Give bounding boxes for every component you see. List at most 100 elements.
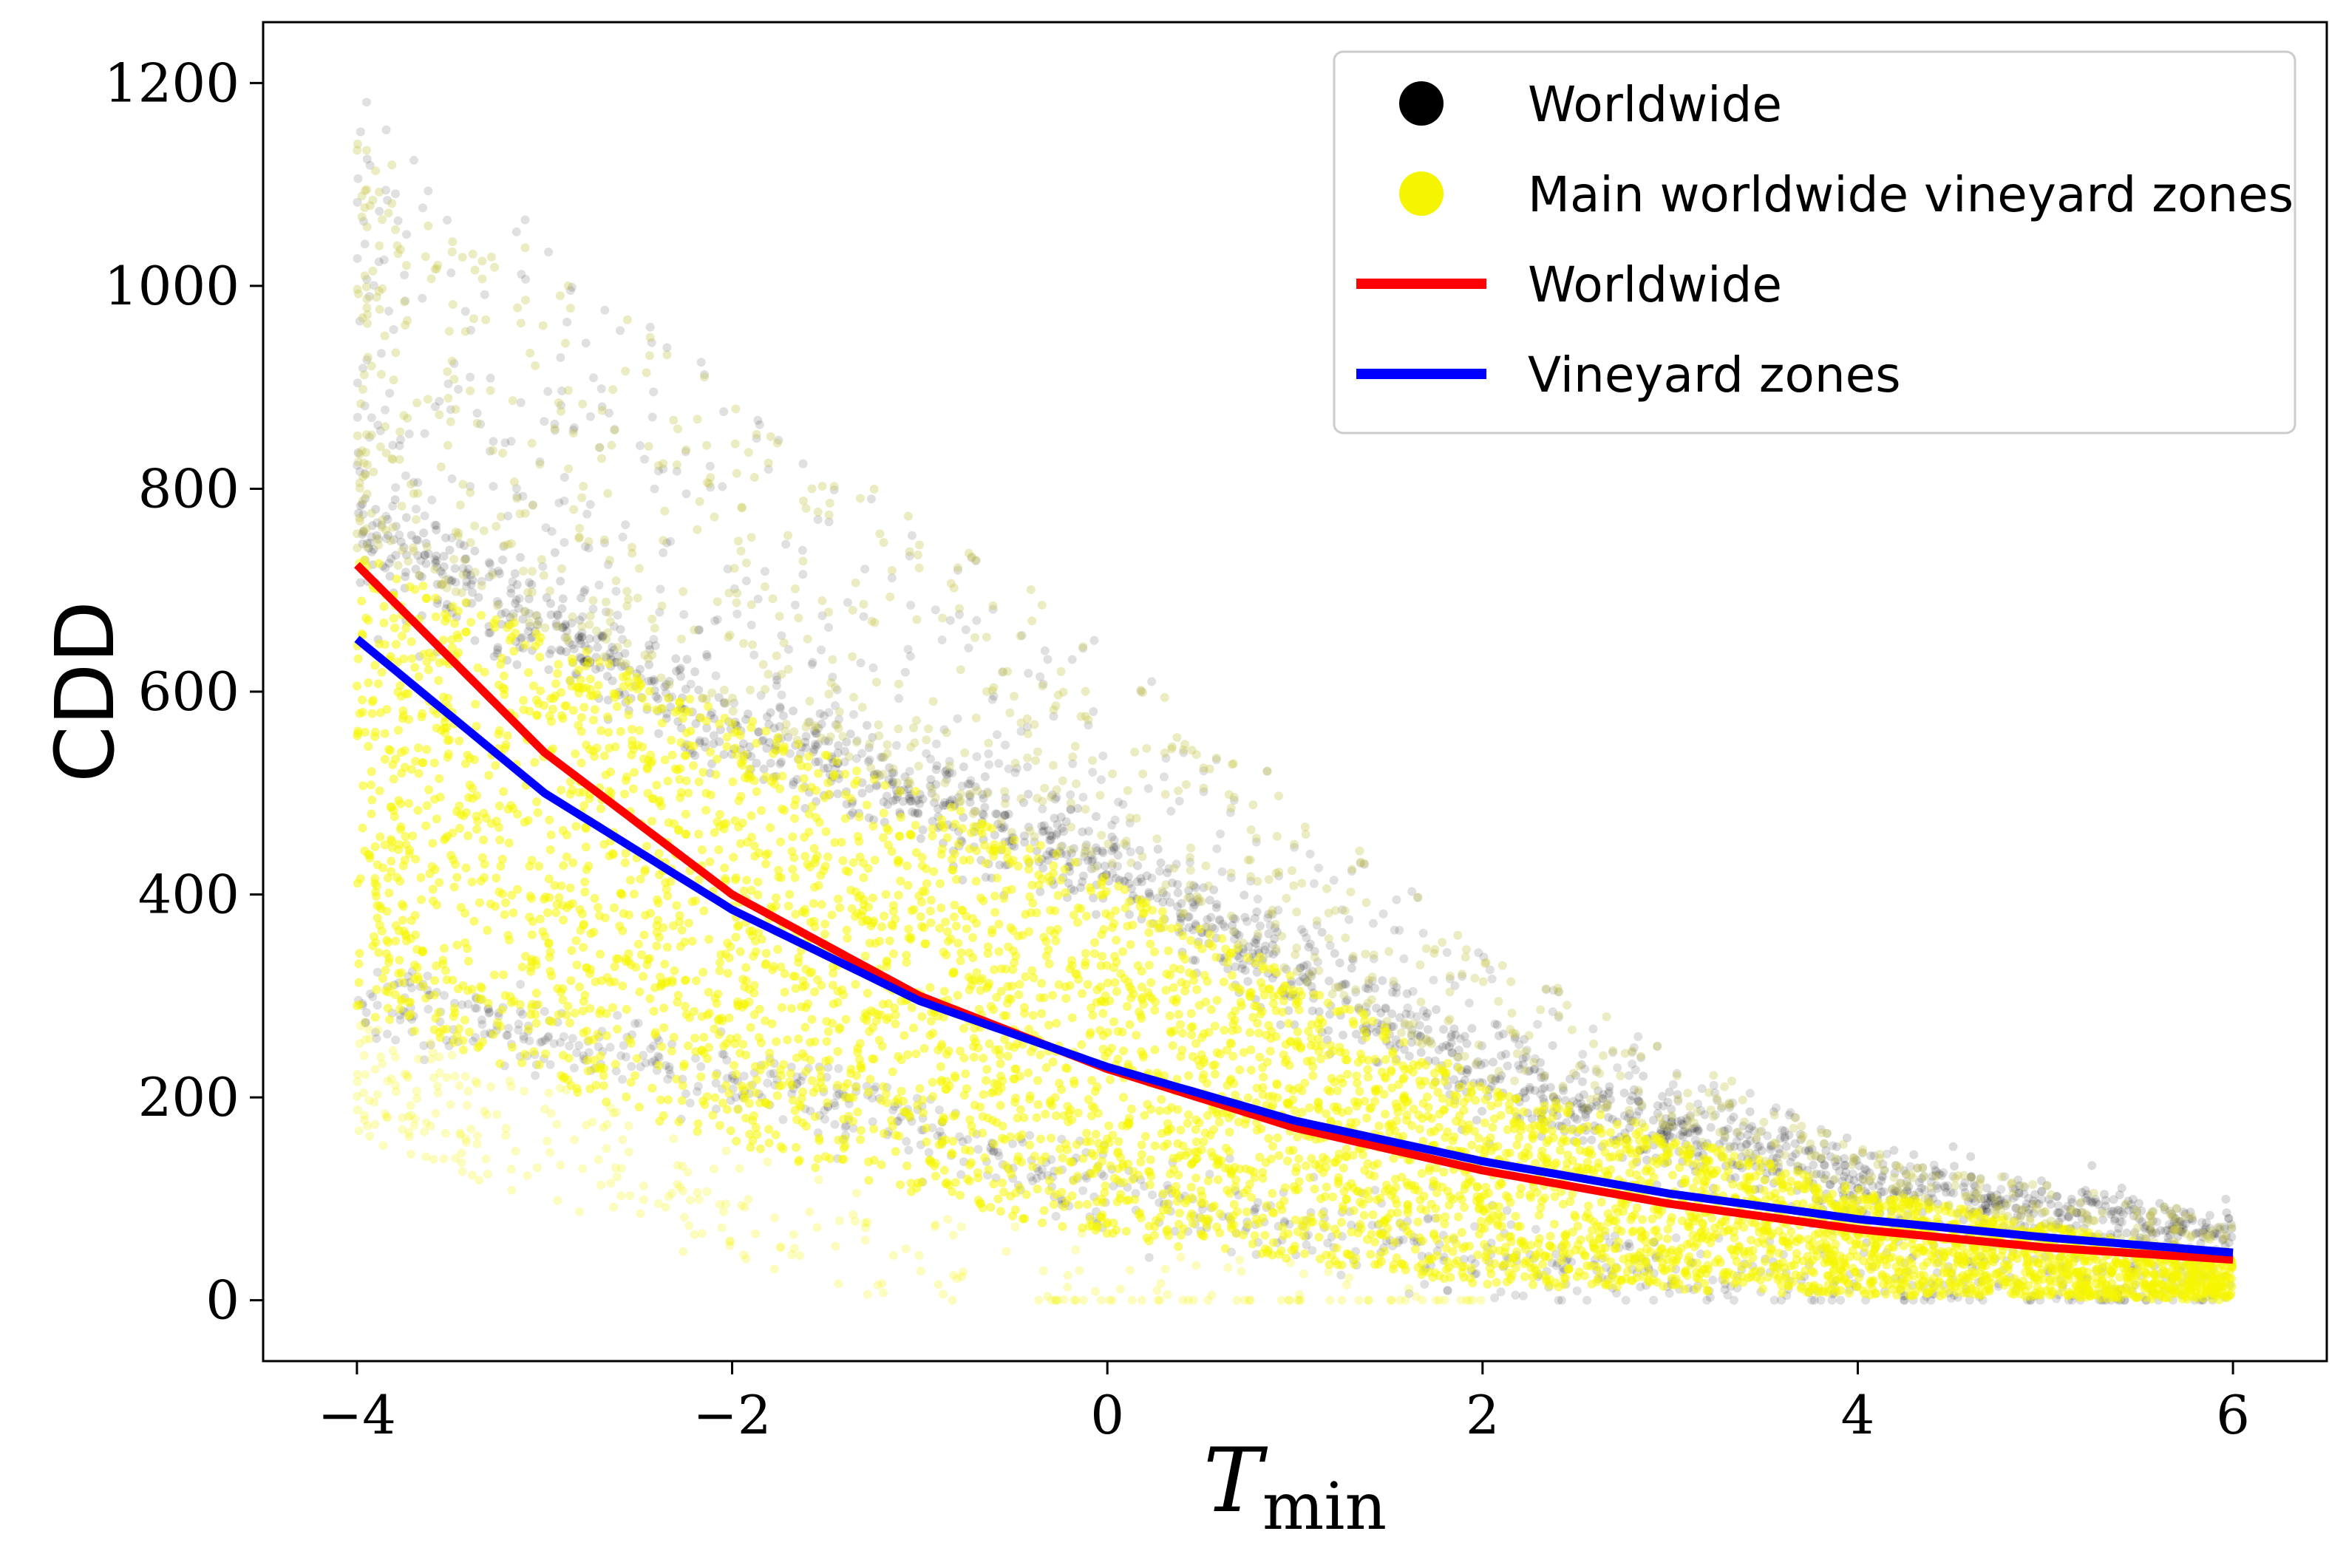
scatter-point-worldwide <box>910 808 919 818</box>
scatter-point-vineyard <box>355 709 364 718</box>
scatter-point-worldwide <box>984 749 993 759</box>
scatter-point-worldwide <box>1667 1121 1677 1131</box>
scatter-point-vineyard <box>494 726 504 735</box>
scatter-point-worldwide <box>1514 1040 1524 1049</box>
scatter-point-vineyard <box>1252 1125 1262 1135</box>
scatter-point-worldwide <box>611 587 621 596</box>
scatter-point-vineyard <box>813 1154 823 1164</box>
scatter-point-worldwide <box>532 611 542 620</box>
scatter-point-vineyard <box>696 713 706 723</box>
scatter-point-worldwide <box>567 618 577 628</box>
scatter-point-worldwide <box>761 567 769 576</box>
scatter-point-worldwide <box>865 755 874 765</box>
scatter-point-vineyard <box>1572 1272 1582 1281</box>
scatter-point-worldwide <box>1723 1124 1733 1134</box>
scatter-point-vineyard <box>1146 1180 1155 1190</box>
scatter-point-vineyard <box>1210 1069 1220 1079</box>
scatter-point-worldwide <box>613 1011 622 1020</box>
scatter-point-worldwide <box>694 685 704 695</box>
scatter-point-worldwide <box>2124 1196 2133 1206</box>
scatter-point-worldwide <box>1156 858 1166 867</box>
scatter-point-vineyard <box>715 1121 724 1130</box>
scatter-point-vineyard <box>660 755 670 765</box>
scatter-point-worldwide <box>393 216 403 225</box>
scatter-point-worldwide <box>1446 1032 1456 1042</box>
scatter-point-vineyard <box>1395 1219 1405 1229</box>
scatter-point-worldwide <box>990 831 999 840</box>
scatter-point-worldwide <box>1520 1086 1529 1096</box>
scatter-point-vineyard <box>747 811 756 820</box>
scatter-point-worldwide <box>445 545 455 555</box>
scatter-point-worldwide <box>388 502 398 511</box>
scatter-point-worldwide <box>2121 1201 2130 1210</box>
scatter-point-vineyard <box>395 876 405 886</box>
scatter-point-worldwide <box>676 672 685 681</box>
scatter-point-worldwide <box>1447 1049 1457 1058</box>
scatter-point-worldwide <box>608 676 617 686</box>
scatter-point-worldwide <box>544 248 554 257</box>
scatter-point-worldwide <box>2029 1209 2039 1218</box>
scatter-point-vineyard <box>1138 1150 1146 1159</box>
scatter-point-worldwide <box>1625 1096 1635 1105</box>
scatter-point-worldwide <box>506 588 516 598</box>
scatter-point-worldwide <box>907 531 917 540</box>
scatter-point-worldwide <box>367 413 376 423</box>
scatter-point-worldwide <box>1078 792 1088 802</box>
scatter-point-vineyard <box>1195 924 1205 934</box>
scatter-point-worldwide <box>1438 1042 1447 1051</box>
scatter-point-worldwide <box>863 720 871 730</box>
scatter-point-vineyard <box>1255 1153 1265 1162</box>
scatter-point-worldwide <box>1391 1035 1401 1045</box>
scatter-point-vineyard <box>1188 1051 1197 1061</box>
scatter-point-worldwide <box>2129 1211 2138 1221</box>
scatter-point-vineyard <box>1112 935 1121 945</box>
scatter-point-worldwide <box>1826 1179 1835 1189</box>
scatter-point-worldwide <box>1177 913 1186 923</box>
scatter-point-worldwide <box>362 539 372 548</box>
scatter-point-worldwide <box>450 564 460 573</box>
scatter-point-vineyard <box>752 787 761 797</box>
scatter-point-vineyard <box>896 1180 905 1190</box>
scatter-point-worldwide <box>470 635 480 645</box>
scatter-point-vineyard <box>1774 1248 1784 1258</box>
scatter-point-worldwide <box>1378 976 1387 986</box>
scatter-point-worldwide <box>2055 1208 2064 1218</box>
scatter-point-vineyard <box>492 873 501 883</box>
scatter-point-worldwide <box>391 483 401 492</box>
scatter-point-vineyard <box>594 903 602 912</box>
scatter-point-worldwide <box>1070 886 1079 896</box>
scatter-point-vineyard <box>698 967 708 977</box>
scatter-point-worldwide <box>1996 1195 2005 1204</box>
scatter-point-vineyard <box>900 1031 909 1040</box>
scatter-point-worldwide <box>1537 1073 1546 1083</box>
scatter-point-vineyard <box>944 1046 953 1056</box>
scatter-point-vineyard <box>1163 946 1173 955</box>
scatter-point-vineyard <box>879 833 888 842</box>
scatter-point-worldwide <box>2169 1212 2178 1221</box>
scatter-point-worldwide <box>888 777 897 786</box>
scatter-point-vineyard <box>370 661 380 670</box>
scatter-point-vineyard <box>809 1088 818 1097</box>
scatter-point-worldwide <box>2113 1205 2123 1215</box>
scatter-point-vineyard <box>630 768 639 777</box>
scatter-point-worldwide <box>516 634 526 644</box>
scatter-point-vineyard <box>698 768 708 777</box>
scatter-point-worldwide <box>1175 909 1185 918</box>
scatter-point-worldwide <box>574 633 583 643</box>
scatter-point-worldwide <box>1066 790 1075 800</box>
scatter-point-worldwide <box>1986 1192 1996 1201</box>
scatter-point-worldwide <box>817 719 826 729</box>
scatter-point-worldwide <box>1518 1291 1528 1301</box>
scatter-point-vineyard <box>687 936 697 946</box>
scatter-point-worldwide <box>913 808 922 817</box>
scatter-point-worldwide <box>560 620 570 629</box>
scatter-point-worldwide <box>2224 1213 2234 1223</box>
scatter-point-worldwide <box>656 584 665 594</box>
scatter-point-vineyard <box>1730 1233 1739 1243</box>
scatter-point-worldwide <box>1578 1049 1588 1059</box>
scatter-point-worldwide <box>2053 1192 2062 1201</box>
scatter-point-vineyard <box>939 1165 949 1175</box>
scatter-point-worldwide <box>554 610 563 620</box>
scatter-point-worldwide <box>1038 804 1047 814</box>
scatter-point-worldwide <box>1625 1109 1634 1119</box>
